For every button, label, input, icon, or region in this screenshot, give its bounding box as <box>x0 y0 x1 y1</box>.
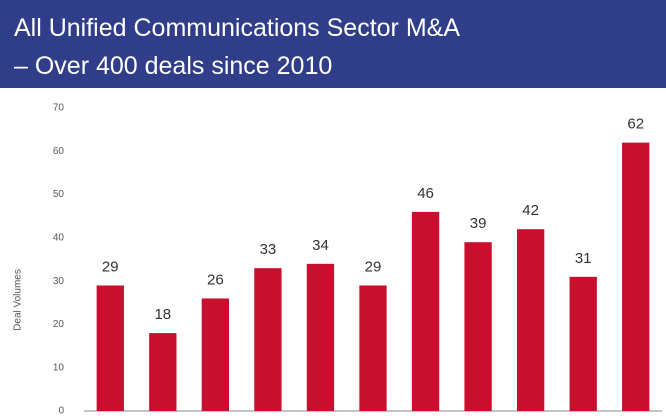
bar <box>411 211 440 411</box>
value-label: 18 <box>154 306 171 323</box>
value-label: 26 <box>207 271 224 288</box>
bar <box>569 276 597 411</box>
chart-title: – Over 400 deals since 2010 <box>14 52 332 80</box>
value-label: 46 <box>417 185 434 202</box>
value-label: 29 <box>365 258 382 275</box>
bar <box>306 263 335 411</box>
bar <box>149 333 177 411</box>
value-label: 62 <box>627 116 644 133</box>
title-banner <box>0 0 666 88</box>
y-tick-label: 0 <box>58 406 64 416</box>
bar <box>96 285 124 411</box>
value-label: 31 <box>575 250 592 267</box>
bar <box>201 298 230 411</box>
bar <box>359 285 387 411</box>
chart-title: All Unified Communications Sector M&A <box>14 14 460 42</box>
value-label: 33 <box>260 241 277 258</box>
y-tick-label: 20 <box>53 319 65 330</box>
y-axis-label: Deal Volumes <box>13 269 24 331</box>
bar <box>464 242 492 411</box>
value-label: 34 <box>312 237 329 254</box>
value-label: 39 <box>470 215 487 232</box>
y-tick-label: 70 <box>53 103 65 114</box>
value-label: 29 <box>102 258 119 275</box>
y-tick-label: 50 <box>53 189 65 200</box>
bar <box>622 142 650 411</box>
y-tick-label: 60 <box>53 146 65 157</box>
y-tick-label: 10 <box>53 362 65 373</box>
y-tick-label: 30 <box>53 276 65 287</box>
bar <box>516 229 545 411</box>
value-label: 42 <box>522 202 539 219</box>
bar <box>254 268 282 411</box>
y-tick-label: 40 <box>53 232 65 243</box>
